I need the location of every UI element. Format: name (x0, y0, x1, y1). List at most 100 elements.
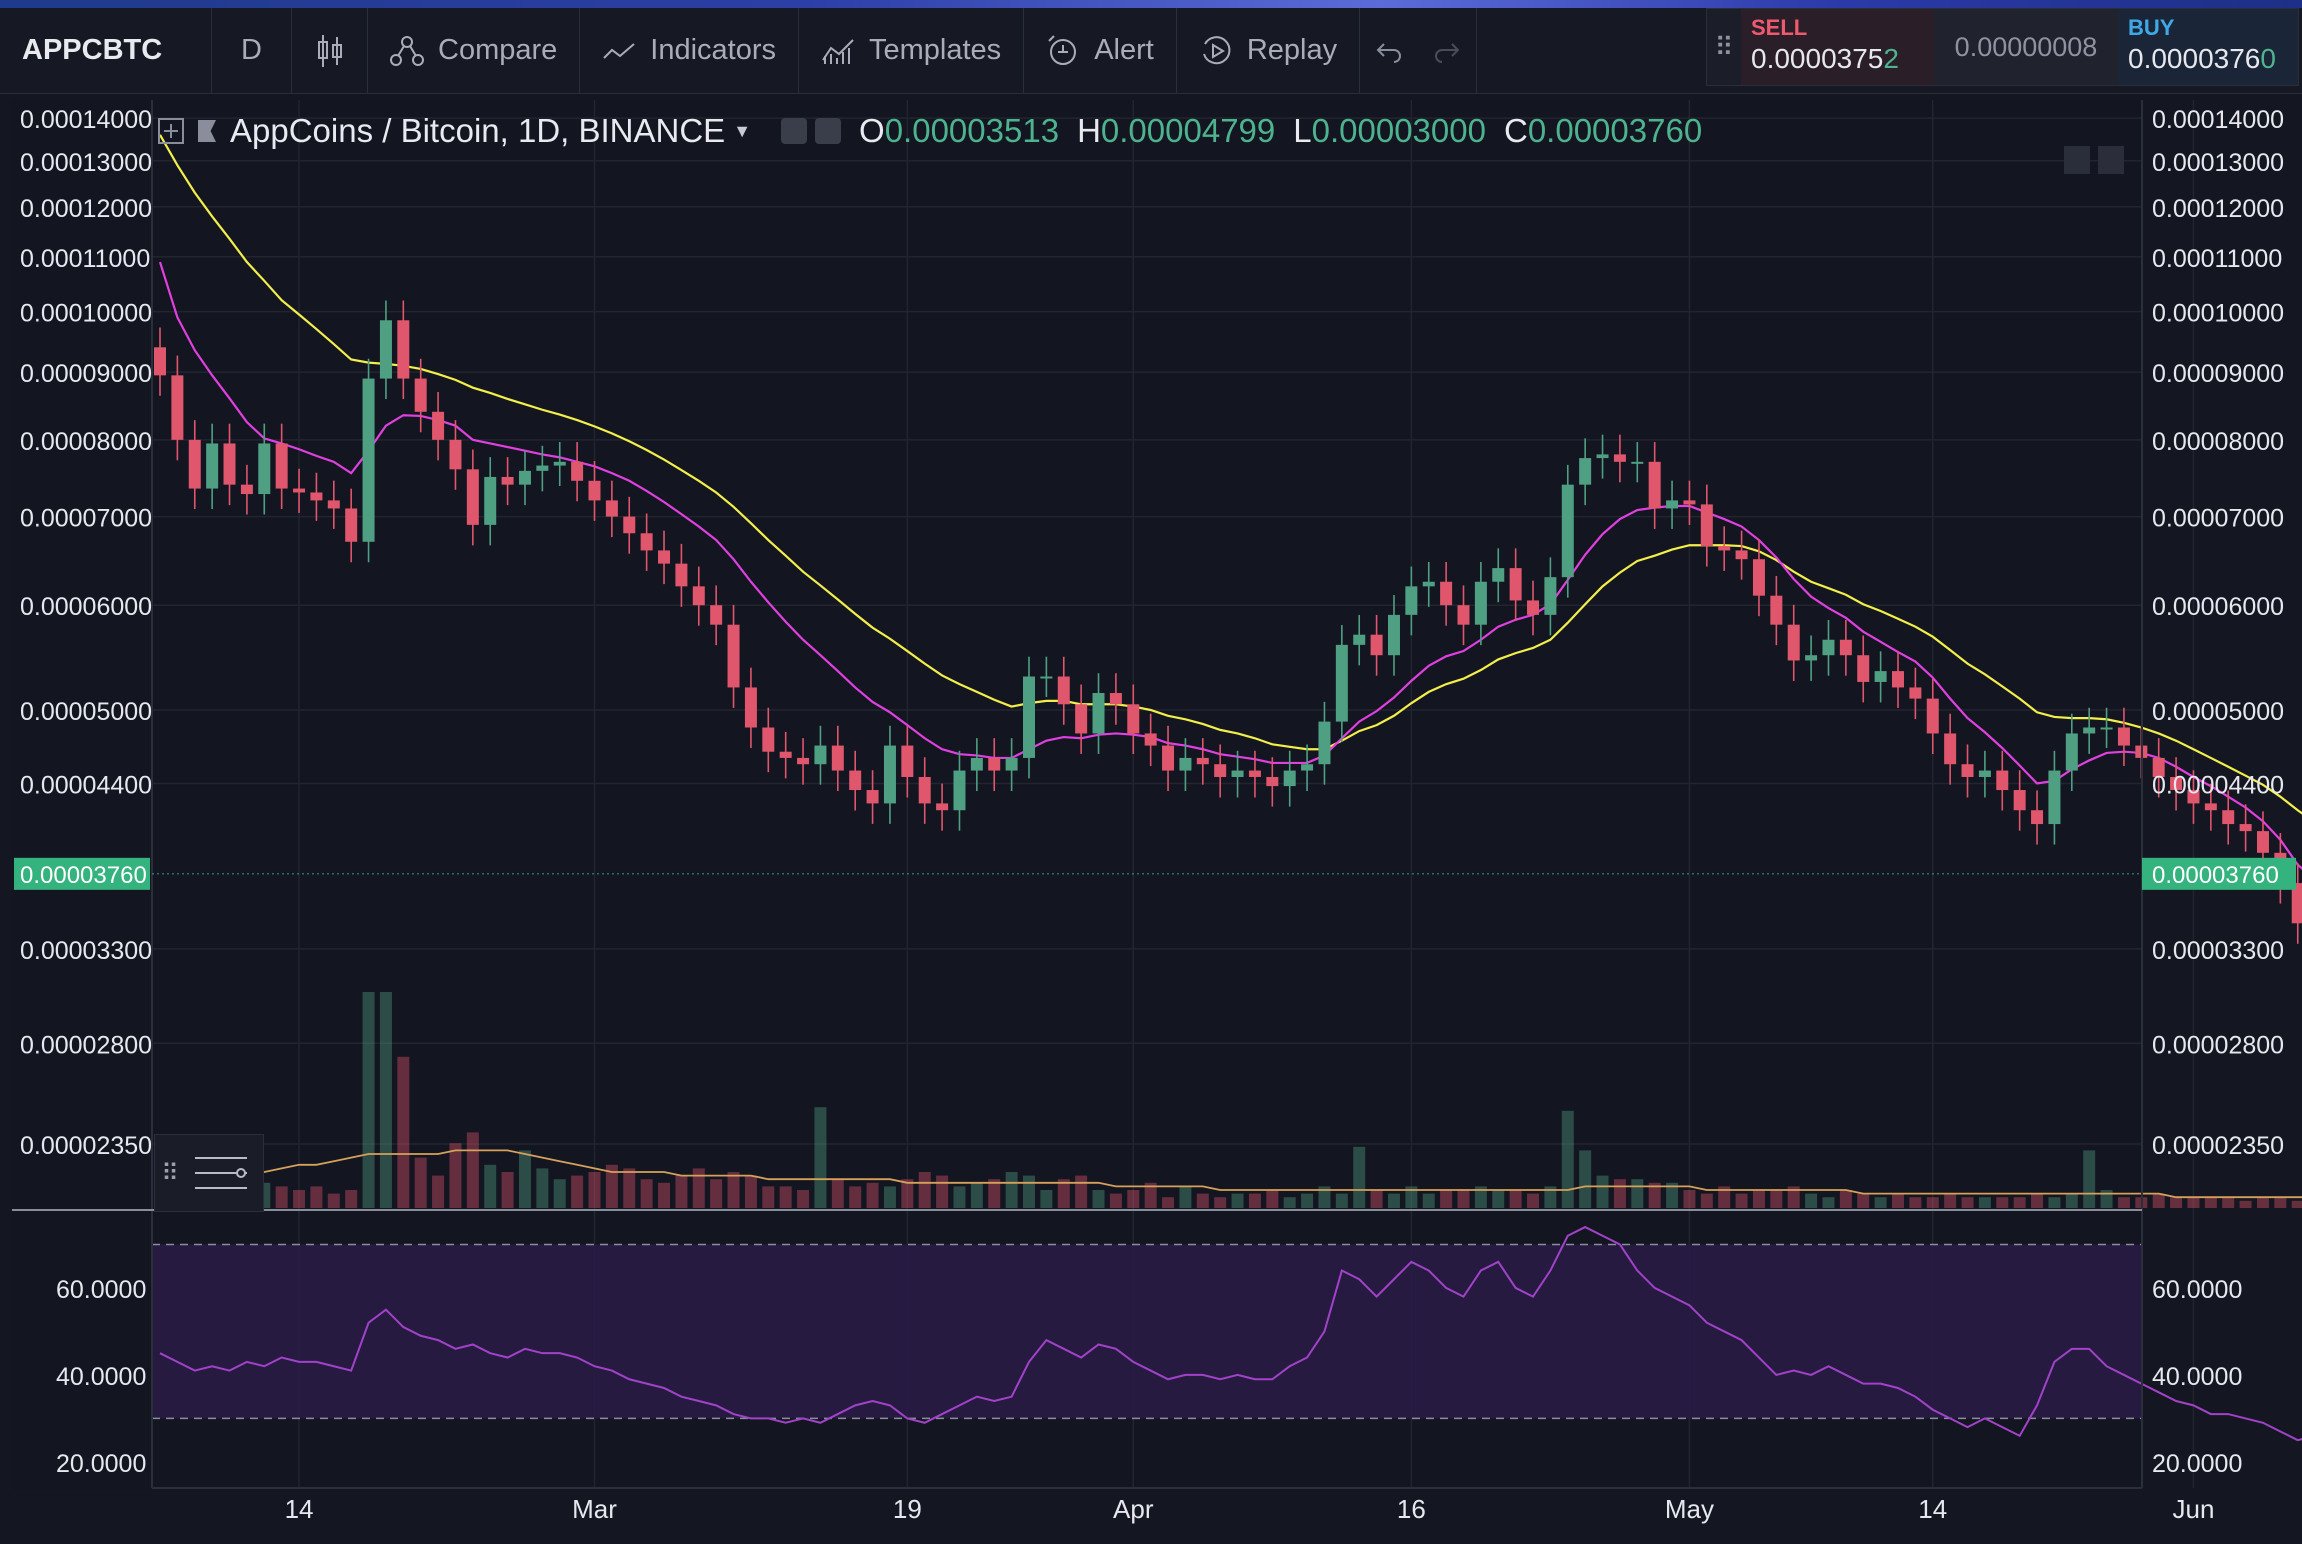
candle-body (658, 550, 671, 564)
candle-body (901, 745, 914, 777)
candle-body (275, 443, 288, 489)
indicators-button[interactable]: Indicators (580, 7, 800, 94)
candle-body (1457, 605, 1470, 625)
candle-body (970, 757, 983, 771)
candle-body (1544, 577, 1557, 615)
volume-bar (1787, 1186, 1800, 1208)
volume-bar (605, 1164, 618, 1208)
sell-button[interactable]: SELL 0.00003752 (1741, 9, 1934, 85)
volume-bar (310, 1186, 323, 1208)
replay-button[interactable]: Replay (1177, 7, 1361, 94)
undo-button[interactable] (1360, 8, 1418, 94)
candle-body (2152, 757, 2165, 777)
volume-bar (1266, 1190, 1279, 1208)
volume-bar (1353, 1146, 1366, 1208)
candle-body (536, 465, 549, 471)
candle-body (1057, 676, 1070, 705)
volume-bar (1700, 1193, 1713, 1208)
symbol-search-button[interactable]: APPCBTC (0, 7, 212, 94)
volume-bar (293, 1190, 306, 1208)
volume-bar (2152, 1193, 2165, 1208)
redo-button[interactable] (1418, 7, 1478, 94)
price-chart-svg[interactable]: 0.00014000 0.00014000 0.00013000 0.00013000… (0, 94, 2302, 1544)
bar-style-button[interactable] (292, 7, 368, 94)
high-key: H (1077, 112, 1101, 149)
ema-slow-line (159, 134, 2302, 815)
time-tick-label: 14 (1918, 1494, 1947, 1524)
rsi-tick-label-right: 60.0000 (2152, 1276, 2242, 1304)
price-tick-label-right: 0.00002350 (2152, 1132, 2284, 1160)
compare-button[interactable]: Compare (368, 7, 581, 94)
candle-body (2187, 790, 2200, 804)
candle-body (501, 476, 514, 485)
candle-body (727, 624, 740, 688)
candle-body (223, 443, 236, 485)
indicators-icon (603, 42, 635, 59)
volume-bar (2083, 1150, 2096, 1208)
time-tick-label: Mar (572, 1494, 617, 1524)
close-value: 0.00003760 (1527, 112, 1703, 149)
volume-bar (831, 1179, 844, 1208)
time-tick-label: Jun (2172, 1494, 2214, 1524)
volume-bar (744, 1175, 757, 1208)
volume-bar (866, 1182, 879, 1208)
candle-body (605, 500, 618, 517)
price-tick-label-left: 0.00006000 (20, 593, 152, 621)
sell-label: SELL (1751, 15, 1808, 40)
replay-icon (1202, 35, 1231, 64)
candle-body (1978, 770, 1991, 777)
volume-bar (1144, 1182, 1157, 1208)
buy-button[interactable]: BUY 0.00003760 (2118, 9, 2298, 85)
last-price-badge-right (2142, 857, 2296, 890)
volume-bar (936, 1175, 949, 1208)
series-legend[interactable]: AppCoins / Bitcoin, 1D, BINANCE ▼ O 0.000… (158, 112, 1702, 150)
alert-button[interactable]: Alert (1024, 7, 1177, 94)
drawing-toolbar-toggle[interactable]: ⠿ (154, 1134, 264, 1212)
volume-bar (466, 1132, 479, 1208)
candle-body (849, 770, 862, 791)
volume-bar (1422, 1193, 1435, 1208)
candle-body (345, 508, 358, 542)
volume-bar (2274, 1197, 2287, 1208)
buy-price-tail: 0 (2260, 43, 2276, 74)
price-tick-label-right: 0.00007000 (2152, 505, 2284, 533)
rsi-tick-label-left: 20.0000 (56, 1450, 146, 1478)
volume-bar (362, 992, 375, 1208)
eye-icon[interactable] (781, 118, 808, 144)
candle-body (2048, 770, 2061, 825)
candle-body (588, 480, 601, 501)
candle-body (466, 469, 479, 525)
gear-icon[interactable] (815, 118, 842, 144)
interval-button[interactable]: D (212, 7, 292, 94)
templates-button[interactable]: Templates (799, 7, 1025, 94)
expand-icon[interactable] (158, 118, 184, 144)
volume-bar (1770, 1190, 1783, 1208)
flag-icon[interactable] (198, 120, 216, 142)
volume-bar (571, 1175, 584, 1208)
candle-body (432, 411, 445, 440)
legend-title[interactable]: AppCoins / Bitcoin, 1D, BINANCE (230, 112, 726, 149)
volume-bar (2013, 1197, 2026, 1208)
candle-body (797, 757, 810, 765)
ema-fast-line (158, 261, 2302, 870)
volume-bar (1596, 1175, 1609, 1208)
volume-bar (588, 1172, 601, 1208)
open-key: O (859, 112, 885, 149)
templates-icon (822, 38, 854, 64)
candle-body (1023, 676, 1035, 758)
sell-price-main: 0.0000375 (1751, 43, 1884, 74)
candle-body (327, 500, 340, 509)
volume-bar (883, 1186, 896, 1208)
drag-handle-icon[interactable]: ⠿ (1707, 9, 1741, 85)
volume-bar (2170, 1197, 2183, 1208)
chart-area[interactable]: 0.00014000 0.00014000 0.00013000 0.00013000… (0, 94, 2302, 1544)
candle-body (1561, 484, 1574, 578)
volume-bar (797, 1190, 810, 1208)
moving-averages (158, 134, 2302, 870)
chevron-down-icon[interactable]: ▼ (733, 120, 752, 141)
low-key: L (1293, 112, 1312, 149)
volume-bar (1370, 1190, 1383, 1208)
candle-body (1596, 454, 1609, 459)
volume-bar (1057, 1179, 1070, 1208)
drag-handle-icon[interactable]: ⠿ (161, 1159, 179, 1187)
